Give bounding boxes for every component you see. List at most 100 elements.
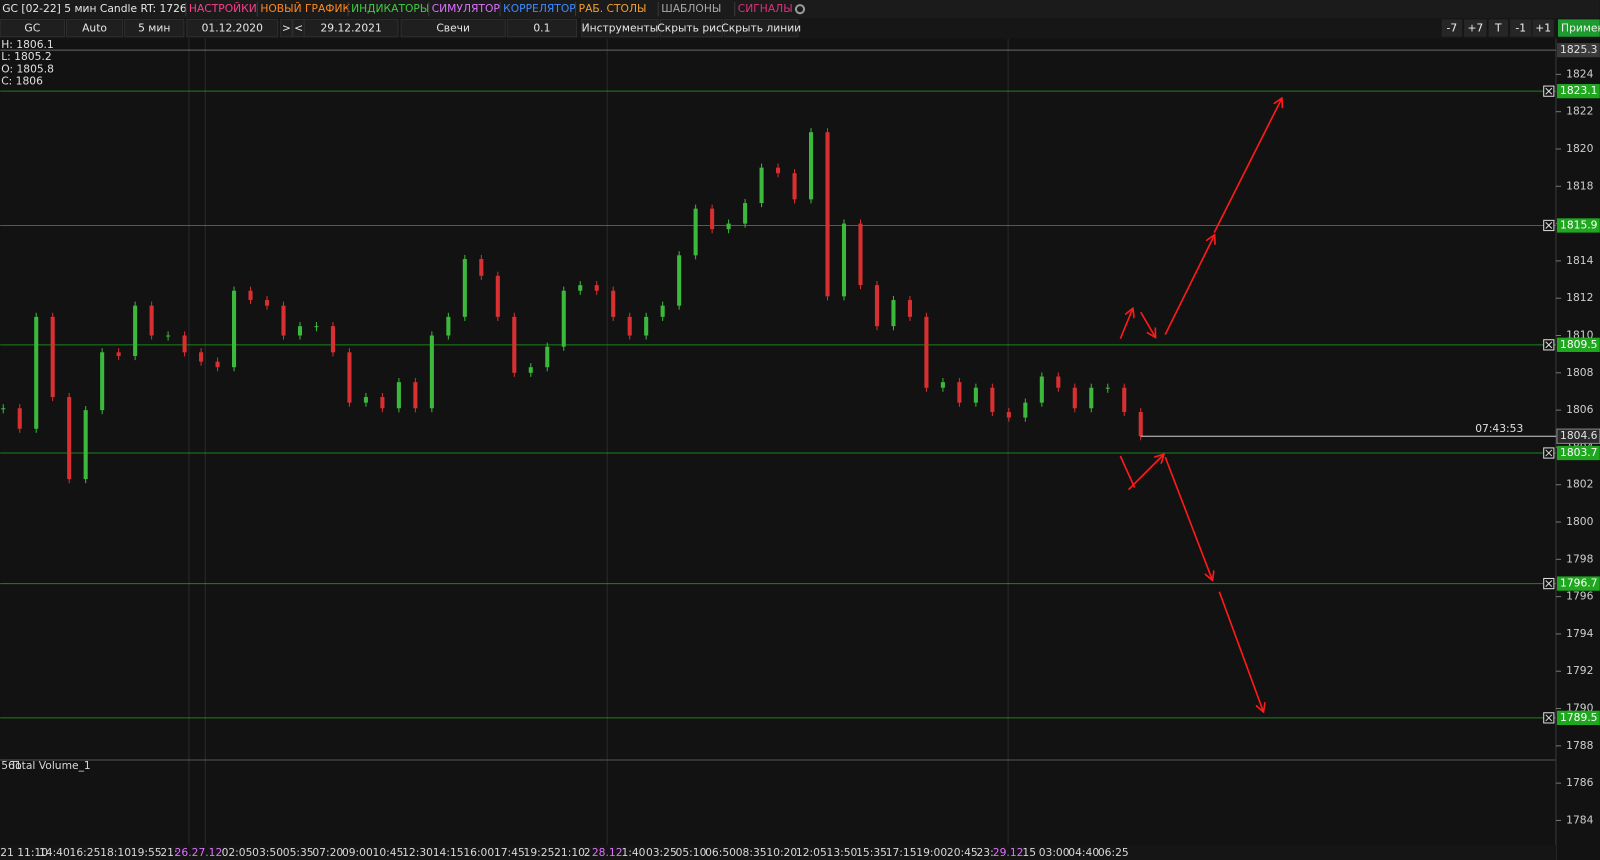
arrow: [1164, 456, 1212, 579]
level-close-x[interactable]: [1545, 714, 1553, 722]
arrow: [1119, 455, 1136, 488]
candle-body: [611, 290, 616, 317]
x-tick-label: 14:40: [39, 846, 70, 859]
button-label[interactable]: -1: [1515, 22, 1526, 35]
menu-item[interactable]: СИГНАЛЫ: [738, 2, 793, 15]
x-tick-label: 19:00: [916, 846, 947, 859]
settings-icon[interactable]: [794, 4, 806, 15]
x-tick-label: 26.27.12: [175, 846, 223, 859]
candle-body: [759, 167, 764, 204]
candle-body: [347, 352, 352, 403]
level-close-x[interactable]: [1545, 222, 1553, 229]
x-tick-label: 20:45: [947, 846, 978, 859]
level-close-x[interactable]: [1545, 87, 1553, 95]
x-tick-label: 17:45: [494, 846, 525, 859]
control-label[interactable]: Свечи: [436, 22, 470, 35]
timer: 07:43:53: [1475, 422, 1523, 435]
control-box[interactable]: [0, 18, 65, 38]
candle-body: [34, 316, 39, 429]
control-box[interactable]: [303, 18, 399, 38]
level-close-x[interactable]: [1545, 341, 1553, 349]
candle-body: [1089, 387, 1094, 409]
candle-body: [83, 410, 88, 480]
ohlc-label: O: 1805.8: [1, 62, 54, 75]
button-label[interactable]: +1: [1535, 22, 1551, 35]
control-box[interactable]: [723, 18, 799, 38]
toolbar-button[interactable]: [1510, 19, 1532, 37]
control-box[interactable]: [400, 18, 506, 38]
toolbar-button[interactable]: [1557, 19, 1600, 37]
control-label[interactable]: <: [294, 22, 303, 35]
control-label[interactable]: Инструменты: [582, 22, 659, 35]
menu-item[interactable]: ИНДИКАТОРЫ: [351, 2, 429, 15]
control-box[interactable]: [65, 18, 124, 38]
candle-body: [363, 397, 368, 403]
candle-body: [462, 259, 467, 317]
level-label: 1809.5: [1560, 338, 1597, 351]
x-tick-label: 12:05: [796, 846, 827, 859]
x-tick-label: 15:35: [856, 846, 887, 859]
toolbar-button[interactable]: [1532, 19, 1554, 37]
control-label[interactable]: Скрыть рис.: [657, 22, 725, 35]
menu-item[interactable]: КОРРЕЛЯТОР: [503, 2, 576, 15]
x-tick-label: 23:: [976, 846, 993, 859]
control-label[interactable]: 01.12.2020: [202, 22, 263, 35]
x-tick-label: 21 11:10: [0, 846, 48, 859]
candle-body: [429, 335, 434, 409]
last-price-label: 1804.6: [1560, 429, 1598, 442]
button-label[interactable]: Примен: [1561, 22, 1600, 35]
control-box[interactable]: [506, 18, 578, 38]
level-close-x[interactable]: [1545, 580, 1553, 587]
menu-item[interactable]: СИМУЛЯТОР: [432, 2, 501, 15]
candle-body: [627, 316, 632, 336]
button-label[interactable]: -7: [1447, 22, 1458, 35]
candle-body: [1138, 411, 1143, 437]
candle-body: [940, 382, 945, 388]
level-close-x[interactable]: [1545, 449, 1553, 457]
control-label[interactable]: Скрыть линии: [721, 22, 801, 35]
candle-body: [232, 290, 237, 368]
button-label[interactable]: T: [1494, 22, 1502, 35]
candle-body: [166, 335, 171, 337]
level-label-box: [1556, 218, 1600, 233]
control-box[interactable]: [659, 18, 723, 38]
control-box[interactable]: [280, 18, 293, 38]
candle-body: [182, 335, 187, 353]
candle-body: [1039, 376, 1044, 403]
control-box[interactable]: [124, 18, 185, 38]
toolbar-button[interactable]: [1488, 19, 1508, 37]
control-label[interactable]: 0.1: [533, 22, 550, 35]
x-tick-label: 03:25: [646, 846, 677, 859]
candle-body: [1122, 387, 1127, 412]
menu-item[interactable]: НОВЫЙ ГРАФИК: [260, 2, 350, 15]
gear[interactable]: [794, 4, 806, 15]
arrow: [1127, 455, 1163, 491]
level-label: 1815.9: [1560, 218, 1598, 231]
control-label[interactable]: GC: [24, 22, 40, 35]
toolbar-button[interactable]: [1441, 19, 1463, 37]
x-tick-label: 17:15: [886, 846, 917, 859]
control-label[interactable]: 5 мин: [138, 22, 170, 35]
candle-body: [710, 208, 715, 230]
menu-item[interactable]: РАБ. СТОЛЫ: [579, 2, 647, 15]
menu-item[interactable]: ШАБЛОНЫ: [661, 2, 721, 15]
control-box[interactable]: [581, 18, 659, 38]
menu-item[interactable]: НАСТРОЙКИ: [189, 2, 257, 15]
ohlc-label: H: 1806.1: [1, 38, 54, 51]
x-tick-label: 10:20: [766, 846, 797, 859]
candle-body: [561, 290, 566, 347]
control-label[interactable]: >: [282, 22, 291, 35]
control-label[interactable]: 29.12.2021: [320, 22, 381, 35]
button-label[interactable]: +7: [1467, 22, 1483, 35]
level-label: 1789.5: [1560, 711, 1597, 724]
forecast-arrows: [1119, 99, 1281, 711]
candle-body: [528, 367, 533, 373]
control-box[interactable]: [186, 18, 279, 38]
candle-body: [660, 305, 665, 317]
control-label[interactable]: Auto: [82, 22, 107, 35]
toolbar-button[interactable]: [1464, 19, 1487, 37]
candle-body: [776, 167, 781, 174]
arrow: [1218, 591, 1263, 711]
candle-body: [446, 316, 451, 336]
